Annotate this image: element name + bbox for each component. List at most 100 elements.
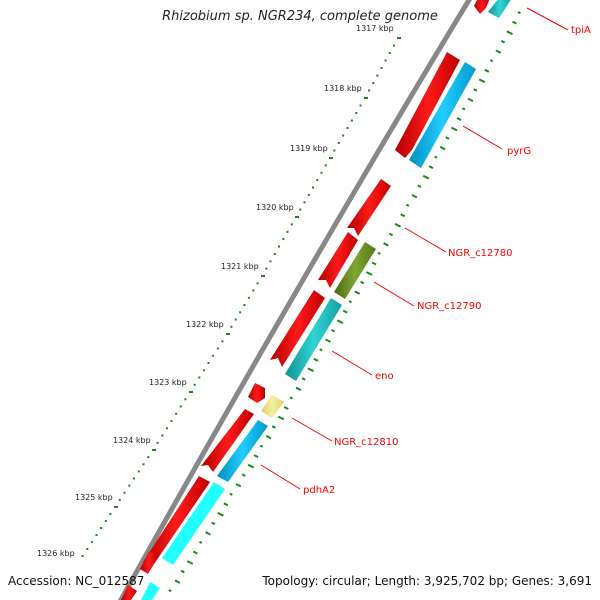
gene-feature [217, 420, 268, 482]
tick-dot [320, 171, 323, 174]
tick-dot [269, 260, 272, 263]
tick-dot [81, 555, 84, 557]
gc-skew-mark [180, 569, 185, 574]
gc-skew-mark [241, 473, 246, 477]
gc-skew-mark [331, 329, 336, 333]
gc-skew-mark [313, 357, 319, 362]
tick-label: 1320 kbp [256, 203, 294, 212]
tick-dot [161, 434, 164, 437]
gc-skew-mark [394, 223, 402, 228]
tick-dots [81, 37, 401, 557]
gc-skew-mark [422, 174, 430, 180]
gc-skew-mark [512, 20, 517, 25]
gc-skew-mark [205, 531, 211, 536]
tick-dot [234, 318, 237, 321]
cds-feature [347, 179, 391, 236]
cds-feature [474, 0, 490, 14]
tick-label: 1319 kbp [290, 144, 328, 153]
gc-skew-mark [217, 512, 224, 517]
tick-dot [156, 441, 159, 444]
tick-dot [329, 157, 333, 159]
tick-dot [104, 520, 107, 522]
tick-dot [286, 230, 289, 233]
gc-skew-mark [235, 483, 242, 488]
gene-label[interactable]: pdhA2 [303, 485, 335, 496]
gene-feature [141, 582, 160, 600]
tick-dot [118, 498, 121, 501]
gc-skew-mark [354, 290, 361, 295]
tick-dot [202, 369, 205, 372]
tick-dot [364, 97, 368, 99]
tick-dot [299, 208, 302, 211]
gene-label[interactable]: eno [375, 371, 394, 382]
gene-feature [162, 482, 225, 565]
gc-skew-mark [336, 319, 344, 324]
tick-label: 1325 kbp [75, 493, 113, 502]
tick-dot [278, 245, 280, 248]
gene-label[interactable]: pyrG [507, 146, 531, 157]
tick-dot [282, 238, 285, 241]
gene-label[interactable]: NGR_c12790 [417, 301, 482, 312]
leader-line [404, 227, 447, 253]
gc-skew-mark [456, 117, 462, 121]
gene-label[interactable]: tpiA [571, 25, 591, 36]
gc-skew-mark [295, 386, 302, 391]
tick-dot [179, 405, 182, 408]
tick-dot [207, 362, 210, 364]
gene-label[interactable]: NGR_c12780 [448, 248, 513, 259]
leader-line [373, 281, 415, 307]
gc-skew-mark [478, 78, 486, 84]
tick-dot [123, 491, 126, 494]
tick-dot [307, 193, 310, 196]
tick-dot [376, 74, 379, 77]
gc-skew-mark [489, 59, 494, 63]
tick-dot [384, 59, 387, 62]
tick-label: 1322 kbp [186, 320, 224, 329]
gc-skew-mark [517, 11, 521, 15]
gc-skew-mark [495, 49, 502, 54]
tick-dot [239, 311, 242, 314]
tick-dot [252, 289, 255, 292]
gc-skew-mark [462, 107, 466, 111]
gc-skew-mark [211, 521, 216, 526]
leader-line [260, 464, 301, 490]
gc-skew-mark [283, 406, 289, 410]
tick-dot [380, 67, 383, 69]
gc-skew-mark [383, 242, 389, 247]
tick-dot [137, 470, 140, 473]
gc-skew-mark [400, 213, 406, 218]
cds-feature [201, 409, 254, 472]
gc-skew-mark [365, 271, 373, 276]
tick-dot [295, 216, 299, 218]
tick-dot [290, 223, 293, 226]
tick-dot [216, 347, 219, 350]
tick-dot [337, 142, 340, 144]
tick-dot [333, 149, 336, 152]
gc-skew-mark [428, 165, 434, 169]
tick-dot [152, 449, 156, 451]
gene-feature [488, 0, 511, 18]
gc-skew-mark [199, 540, 203, 544]
tick-dot [397, 37, 401, 39]
tick-dot [184, 398, 187, 401]
gc-skew-mark [342, 309, 348, 314]
gene-feature [261, 395, 284, 418]
tick-dot [243, 304, 246, 306]
tick-dot [324, 164, 327, 167]
tick-dot [316, 179, 319, 182]
cds-feature [140, 551, 158, 574]
gc-skew-mark [223, 502, 229, 507]
tick-dot [372, 82, 375, 84]
tick-dot [114, 506, 118, 508]
gc-skew-mark [450, 126, 458, 132]
gene-track [141, 0, 511, 600]
tick-dot [189, 391, 193, 393]
gc-skew-mark [411, 194, 418, 199]
cds-feature [121, 585, 137, 600]
cds-feature [270, 290, 325, 367]
gc-skew-mark [500, 40, 506, 44]
tick-label: 1318 kbp [324, 84, 362, 93]
gene-label[interactable]: NGR_c12810 [334, 437, 399, 448]
gc-skew-mark [229, 492, 233, 496]
tick-dot [359, 104, 362, 107]
